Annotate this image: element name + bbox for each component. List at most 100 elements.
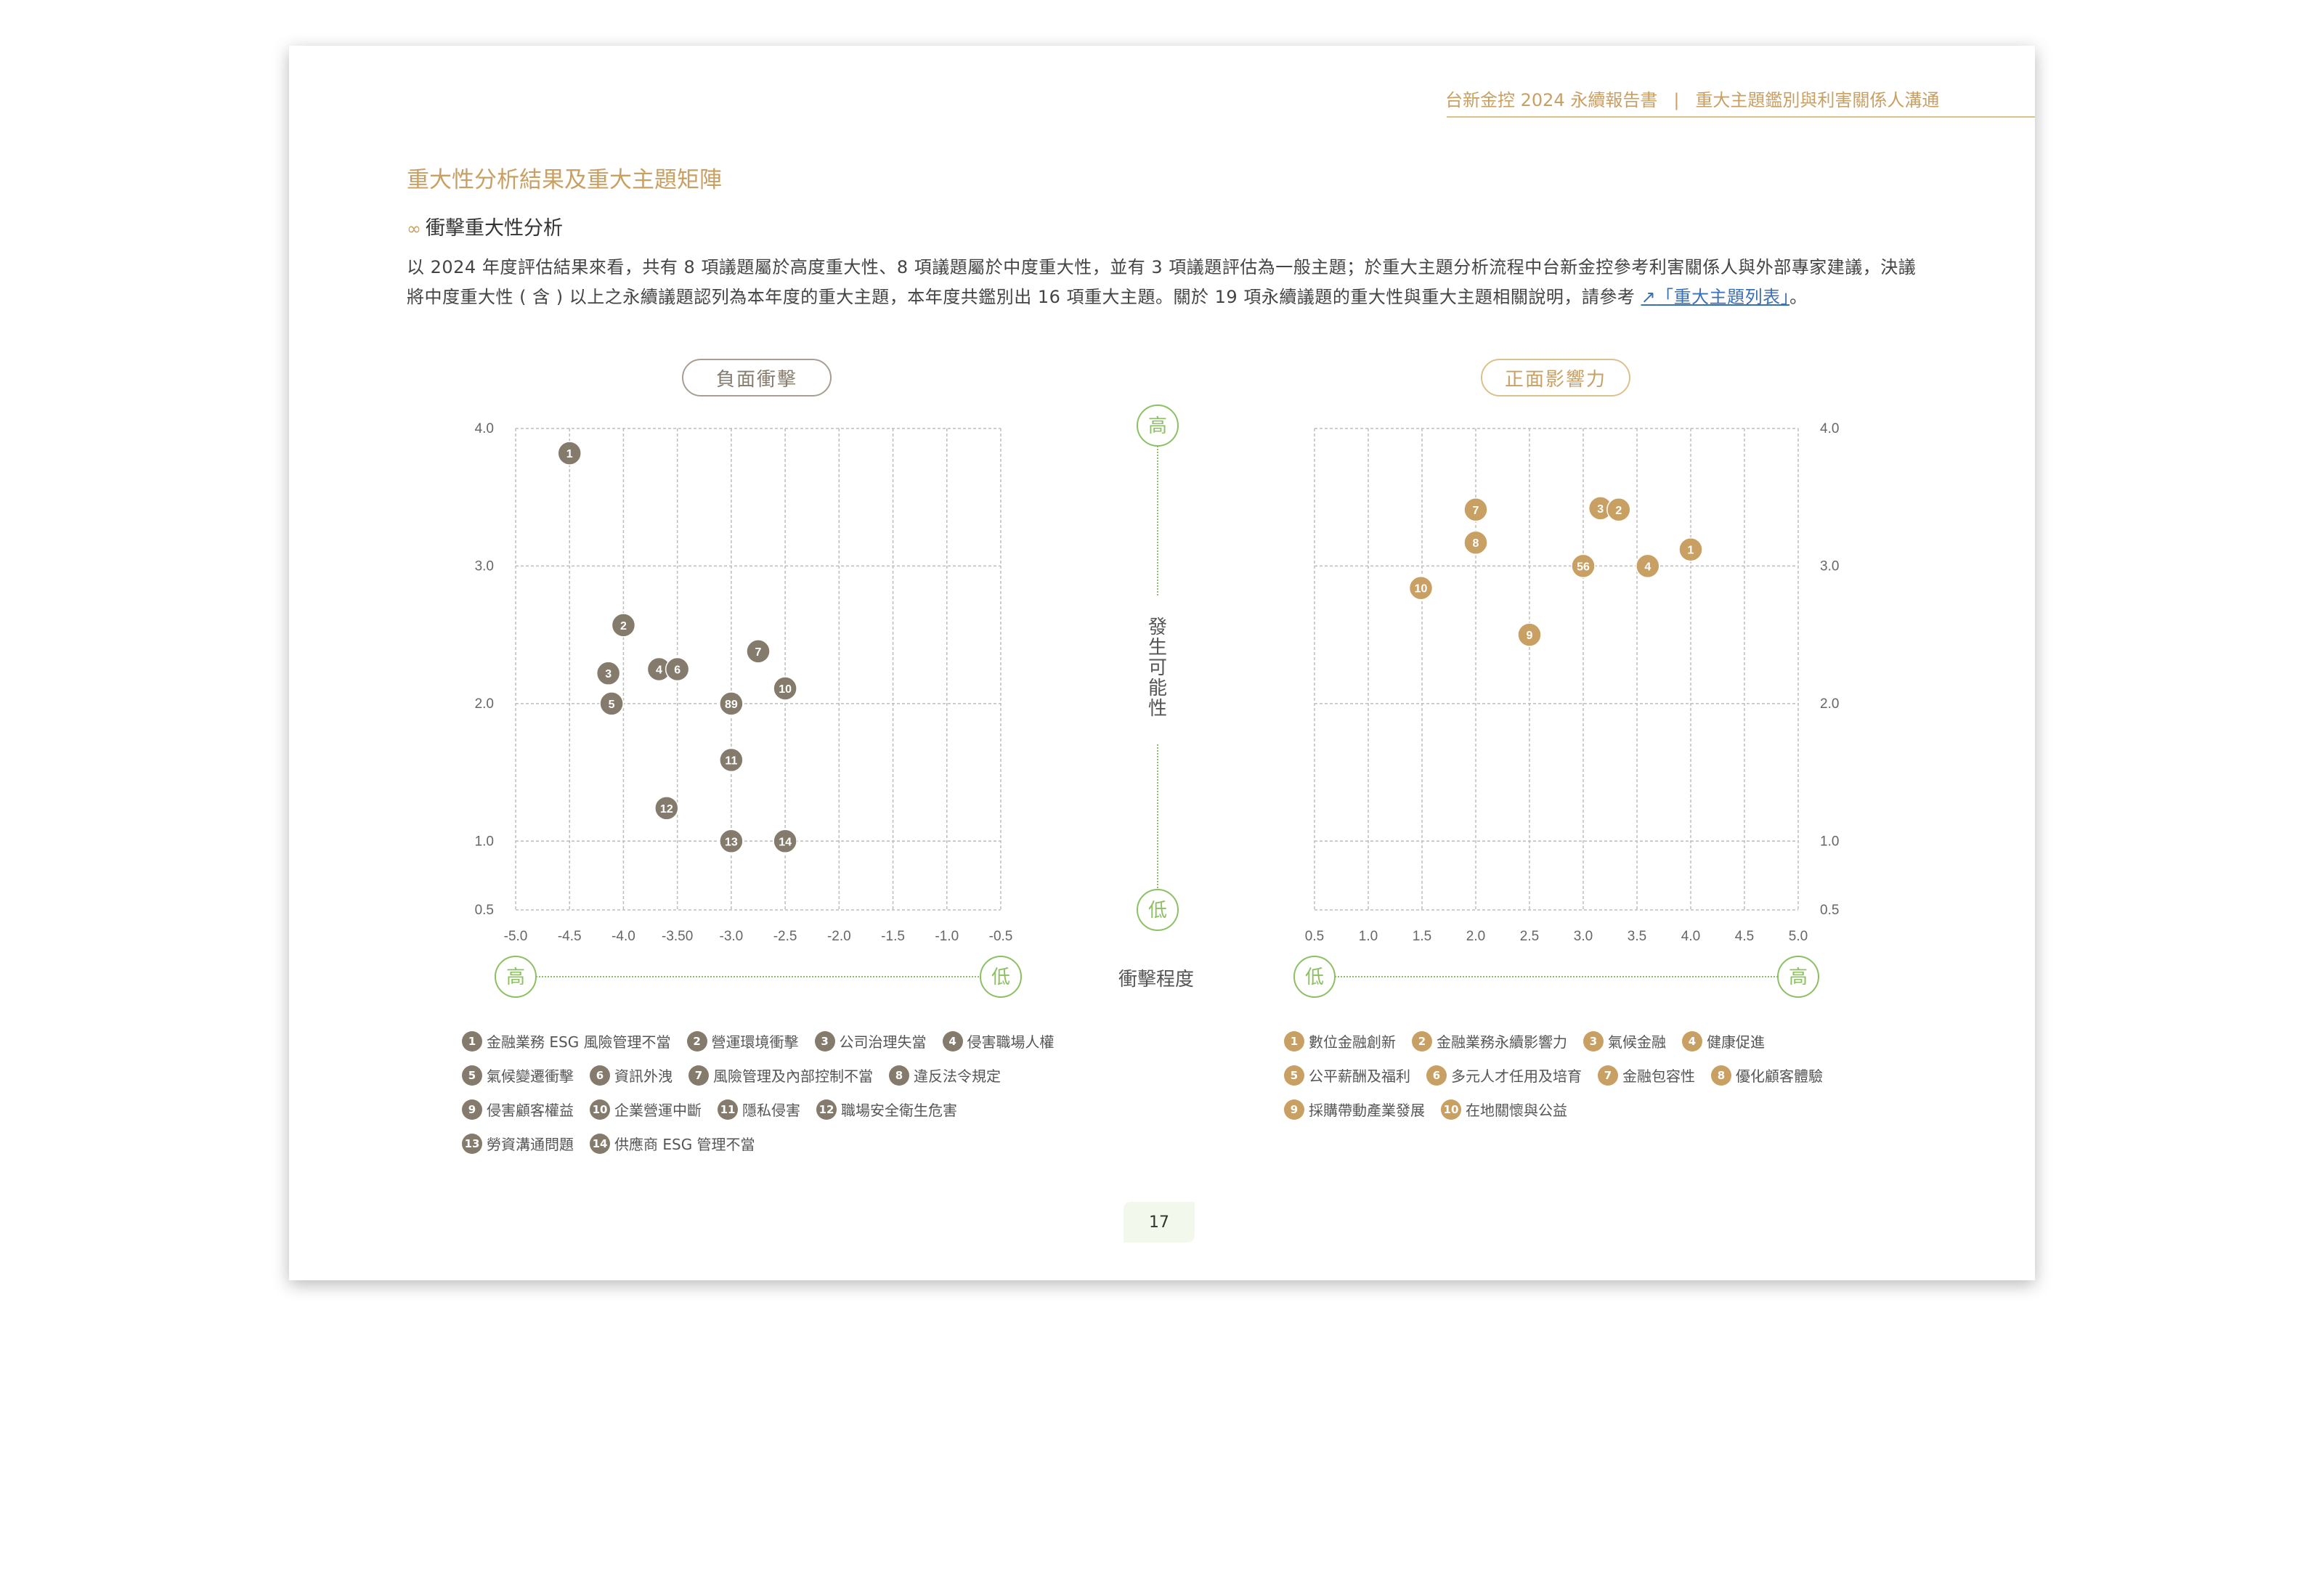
legend-text: 數位金融創新 (1309, 1033, 1396, 1051)
infinity-icon: ∞ (407, 219, 421, 239)
legend-item: 10 在地關懷與公益 (1441, 1099, 1567, 1120)
legend-row: 9 侵害顧客權益 10 企業營運中斷 11 隱私侵害 12 職場安全衛生危害 (462, 1099, 973, 1120)
x-tick-label: 3.5 (1628, 929, 1646, 944)
y-tick-label: 0.5 (1820, 903, 1839, 918)
legend-item: 7 金融包容性 (1598, 1065, 1695, 1086)
data-point-label: 2 (620, 620, 627, 633)
y-tick-label: 1.0 (1820, 834, 1839, 849)
negative-impact-label: 負面衝擊 (682, 359, 832, 396)
data-point-label: 10 (779, 683, 792, 696)
data-point-label: 1 (1688, 545, 1694, 557)
legend-item: 2 營運環境衝擊 (686, 1030, 799, 1052)
data-point-14 (773, 829, 797, 854)
impact-scale-left-marker (495, 956, 537, 998)
y-tick-label: 1.0 (475, 834, 494, 849)
legend-number-badge: 11 (718, 1099, 738, 1120)
data-point-label: 7 (1473, 505, 1479, 517)
data-point-11 (719, 747, 744, 773)
legend-row: 1 數位金融創新 2 金融業務永續影響力 3 氣候金融 4 健康促進 (1284, 1030, 1781, 1052)
data-point-label: 9 (1527, 630, 1533, 642)
x-tick-label: 4.5 (1735, 929, 1754, 944)
legend-number-badge: 12 (816, 1099, 837, 1120)
data-point-label: 89 (725, 699, 738, 711)
legend-item: 1 金融業務 ESG 風險管理不當 (462, 1030, 671, 1052)
legend-text: 採購帶動產業發展 (1309, 1102, 1425, 1119)
y-tick-label: 2.0 (1820, 696, 1839, 712)
legend-number-badge: 8 (889, 1065, 909, 1086)
positive-scatter-plot: 0.5 1.0 1.5 2.0 2.5 3.0 3.5 4.0 4.5 5.0 4.0 3.0 2.0 1… (1293, 421, 1839, 998)
data-point-13 (719, 829, 744, 854)
likelihood-low-label: 低 (1148, 900, 1167, 922)
data-point-label: 56 (1577, 561, 1590, 573)
x-tick-label: 3.0 (1574, 929, 1593, 944)
legend-item: 11 隱私侵害 (718, 1099, 800, 1120)
data-point-label: 6 (674, 664, 680, 677)
legend-item: 9 侵害顧客權益 (462, 1099, 574, 1120)
section-title: 重大主題鑑別與利害關係人溝通 (1695, 90, 1940, 110)
legend-row: 5 公平薪酬及福利 6 多元人才任用及培育 7 金融包容性 8 優化顧客體驗 (1284, 1065, 1839, 1086)
legend-text: 隱私侵害 (742, 1102, 800, 1119)
data-point-label: 4 (1644, 561, 1651, 573)
impact-scale-left-label: 高 (506, 967, 525, 988)
data-point-label: 7 (755, 646, 762, 659)
header-separator: | (1673, 90, 1680, 110)
section-subtitle: ∞ 衝擊重大性分析 (407, 212, 563, 240)
legend-item: 12 職場安全衛生危害 (816, 1099, 957, 1120)
x-tick-label: 4.0 (1681, 929, 1700, 944)
data-point-2 (611, 613, 636, 638)
data-point-label: 10 (1415, 583, 1428, 595)
data-point-label: 3 (605, 668, 612, 680)
legend-text: 金融業務 ESG 風險管理不當 (487, 1033, 671, 1051)
impact-scale-right-marker (980, 956, 1022, 998)
legend-text: 氣候金融 (1608, 1033, 1666, 1051)
data-point-9 (1517, 622, 1542, 647)
legend-item: 5 公平薪酬及福利 (1284, 1065, 1410, 1086)
x-tick-label: -1.5 (881, 929, 905, 944)
likelihood-low-marker (1137, 889, 1179, 931)
legend-item: 3 氣候金融 (1583, 1030, 1666, 1052)
legend-item: 10 企業營運中斷 (590, 1099, 702, 1120)
x-tick-label: -5.0 (504, 929, 528, 944)
data-point-1 (557, 441, 582, 465)
legend-item: 13 勞資溝通問題 (462, 1133, 574, 1154)
header-divider (1447, 116, 2035, 118)
legend-number-badge: 2 (1412, 1030, 1432, 1052)
data-point-label: 12 (660, 803, 673, 816)
legend-item: 8 違反法令規定 (889, 1065, 1001, 1086)
legend-row: 9 採購帶動產業發展 10 在地關懷與公益 (1284, 1099, 1583, 1120)
running-header: 台新金控 2024 永續報告書 | 重大主題鑑別與利害關係人溝通 (1445, 86, 1939, 111)
legend-text: 金融業務永續影響力 (1437, 1033, 1567, 1051)
legend-row: 1 金融業務 ESG 風險管理不當 2 營運環境衝擊 3 公司治理失當 4 侵害職場人權 (462, 1030, 1070, 1052)
data-point-label: 14 (779, 836, 792, 848)
impact-scale-left-label: 低 (1305, 967, 1324, 988)
x-tick-label: -3.0 (720, 929, 744, 944)
legend-number-badge: 6 (1426, 1065, 1447, 1086)
legend-text: 健康促進 (1707, 1033, 1765, 1051)
legend-number-badge: 5 (462, 1065, 482, 1086)
data-point-label: 13 (725, 836, 738, 848)
legend-text: 在地關懷與公益 (1466, 1102, 1567, 1119)
legend-item: 6 資訊外洩 (590, 1065, 673, 1086)
legend-text: 侵害顧客權益 (487, 1102, 574, 1119)
legend-row: 5 氣候變遷衝擊 6 資訊外洩 7 風險管理及內部控制不當 8 違反法令規定 (462, 1065, 1017, 1086)
legend-text: 職場安全衛生危害 (841, 1102, 957, 1119)
data-point-56 (1571, 553, 1596, 579)
legend-item: 14 供應商 ESG 管理不當 (590, 1133, 755, 1154)
link-text: 「重大主題列表」 (1656, 287, 1790, 307)
data-point-5 (599, 691, 624, 716)
legend-number-badge: 8 (1711, 1065, 1731, 1086)
paragraph-text: 以 2024 年度評估結果來看，共有 8 項議題屬於高度重大性、8 項議題屬於中… (407, 257, 1917, 307)
likelihood-high-label: 高 (1148, 415, 1167, 437)
legend-number-badge: 9 (1284, 1099, 1304, 1120)
x-tick-label: -0.5 (989, 929, 1013, 944)
y-tick-label: 3.0 (475, 558, 494, 574)
legend-text: 侵害職場人權 (967, 1033, 1055, 1051)
material-topics-link[interactable]: ↗「重大主題列表」 (1641, 287, 1789, 307)
legend-number-badge: 13 (462, 1133, 482, 1154)
data-point-label: 3 (1597, 503, 1604, 516)
data-point-label: 1 (566, 448, 573, 460)
legend-text: 優化顧客體驗 (1736, 1068, 1823, 1085)
legend-text: 公平薪酬及福利 (1309, 1068, 1410, 1085)
legend-number-badge: 14 (590, 1133, 610, 1154)
